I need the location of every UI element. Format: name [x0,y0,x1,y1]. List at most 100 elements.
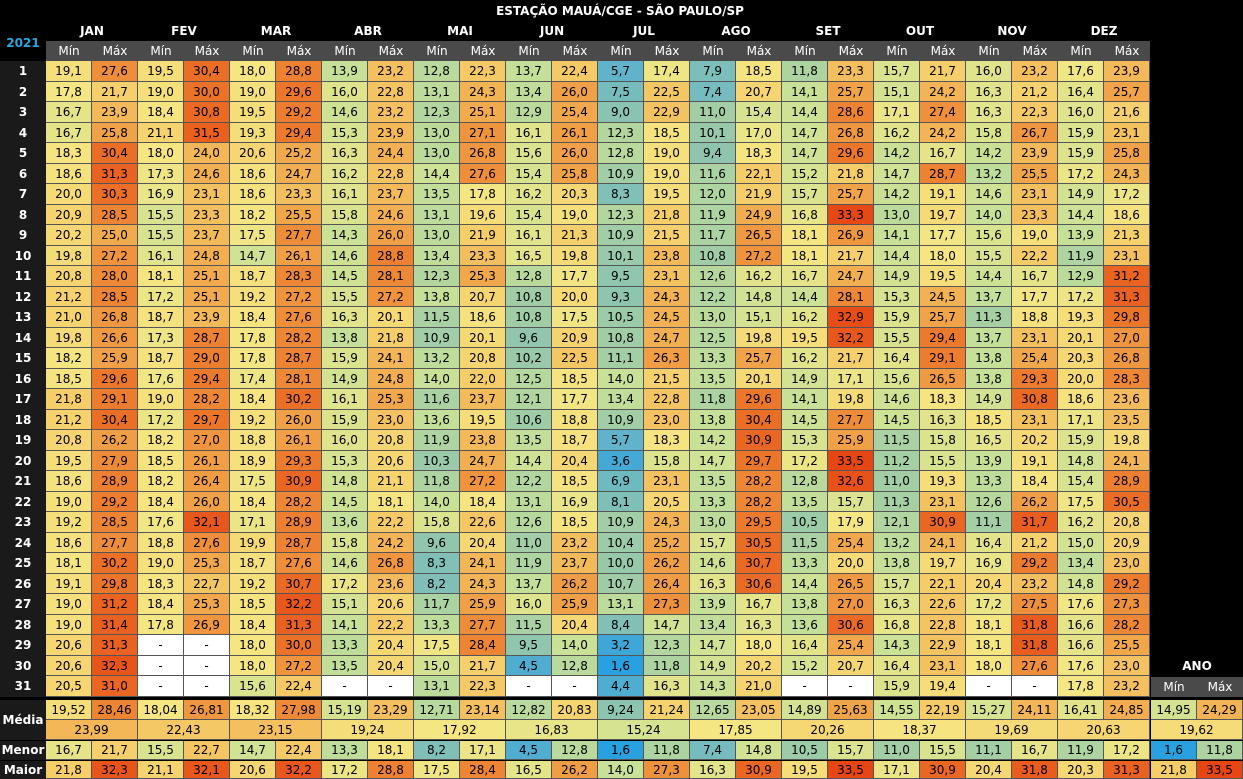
min-cell: 14,7 [690,451,736,471]
menor-max-cell: 22,4 [276,741,322,760]
max-cell: 22,2 [368,615,414,635]
min-cell: 17,1 [874,102,920,123]
min-cell: 19,5 [46,451,92,471]
max-cell: 27,2 [460,471,506,492]
day-label: 6 [0,164,46,184]
max-cell: 23,7 [552,553,598,574]
page-title: ESTAÇÃO MAUÁ/CGE - SÃO PAULO/SP [496,4,744,18]
min-cell: 19,2 [230,410,276,430]
max-cell: 27,7 [92,533,138,553]
day-label: 20 [0,451,46,471]
max-cell: 16,7 [1012,266,1058,287]
max-cell: 19,5 [460,410,506,430]
max-cell: 16,2 [736,266,782,287]
min-cell: 12,1 [874,512,920,533]
max-cell: 28,1 [368,266,414,287]
max-cell: 17,4 [644,61,690,82]
min-cell: 13,3 [690,492,736,512]
min-cell: 8,3 [598,184,644,205]
menor-max-cell: 12,8 [552,741,598,760]
max-cell: 26,1 [552,123,598,143]
min-cell: 16,0 [1058,102,1104,123]
min-cell: 15,7 [874,61,920,82]
min-cell: 17,4 [230,369,276,389]
maior-max-cell: 30,9 [920,761,966,779]
min-cell: 17,8 [138,615,184,635]
min-cell: 13,0 [414,225,460,246]
min-cell: 15,8 [322,533,368,553]
max-cell: 19,7 [920,553,966,574]
max-cell: 31,2 [1104,266,1150,287]
min-cell: 19,0 [138,553,184,574]
min-cell: 18,8 [230,430,276,451]
maior-min-cell: 17,2 [322,761,368,779]
max-cell: 23,3 [276,184,322,205]
month-header: JUN [539,24,565,38]
max-cell: 27,9 [92,451,138,471]
maior-min-cell: 21,1 [138,761,184,779]
max-cell: 33,5 [828,451,874,471]
min-cell: 14,4 [414,164,460,184]
max-cell: 28,5 [92,287,138,307]
max-cell: 29,3 [1012,369,1058,389]
min-cell: 16,3 [322,143,368,164]
min-cell: 10,4 [598,533,644,553]
min-cell: 18,5 [138,451,184,471]
max-cell: 25,3 [184,594,230,615]
min-cell: 18,5 [230,594,276,615]
max-cell: 28,7 [276,533,322,553]
min-cell: 11,8 [690,389,736,410]
min-cell: 17,6 [138,369,184,389]
max-cell: 22,1 [736,164,782,184]
min-cell: 11,6 [690,164,736,184]
menor-max-cell: 15,7 [828,741,874,760]
min-cell: 18,1 [966,635,1012,656]
menor-min-cell: 4,5 [506,741,552,760]
day-label: 19 [0,430,46,451]
min-cell: 15,5 [138,225,184,246]
min-subheader: Mín [138,41,184,61]
min-cell: 13,8 [874,553,920,574]
min-cell: 14,1 [874,225,920,246]
min-cell: 11,7 [690,225,736,246]
max-cell: 22,1 [920,574,966,594]
min-cell: 8,4 [598,615,644,635]
min-cell: 11,5 [874,430,920,451]
min-cell: 16,2 [1058,512,1104,533]
min-cell: 1,6 [598,656,644,676]
min-cell: 19,2 [46,512,92,533]
max-cell: 28,8 [368,246,414,266]
min-cell: 18,5 [46,369,92,389]
max-cell: 27,6 [1012,656,1058,676]
min-cell: 15,9 [874,676,920,697]
media-min-cell: 9,24 [598,700,644,720]
max-cell: 29,3 [276,451,322,471]
min-cell: 14,5 [874,410,920,430]
min-cell: 14,6 [322,102,368,123]
month-header: AGO [721,24,751,38]
max-cell: 19,4 [920,676,966,697]
max-cell: 18,0 [736,635,782,656]
ano-media-avg-cell: 19,62 [1151,720,1243,740]
min-cell: 11,9 [414,430,460,451]
max-cell: 20,9 [552,328,598,348]
month-header: DEZ [1090,24,1118,38]
max-cell: 25,4 [552,102,598,123]
min-subheader: Mín [1058,41,1104,61]
min-cell: 14,2 [874,184,920,205]
max-cell: 24,3 [644,287,690,307]
min-cell: 19,0 [138,82,184,102]
min-cell: 21,0 [46,307,92,328]
day-label: 25 [0,553,46,574]
empty-cell: - [138,635,184,656]
media-max-cell: 20,83 [552,700,598,720]
max-cell: 25,7 [920,307,966,328]
max-cell: 20,5 [644,492,690,512]
min-cell: 15,6 [966,225,1012,246]
max-cell: 29,4 [276,123,322,143]
min-cell: 15,3 [322,451,368,471]
max-cell: 18,7 [552,430,598,451]
min-cell: 18,0 [230,635,276,656]
day-label: 31 [0,676,46,697]
max-cell: 25,4 [828,533,874,553]
